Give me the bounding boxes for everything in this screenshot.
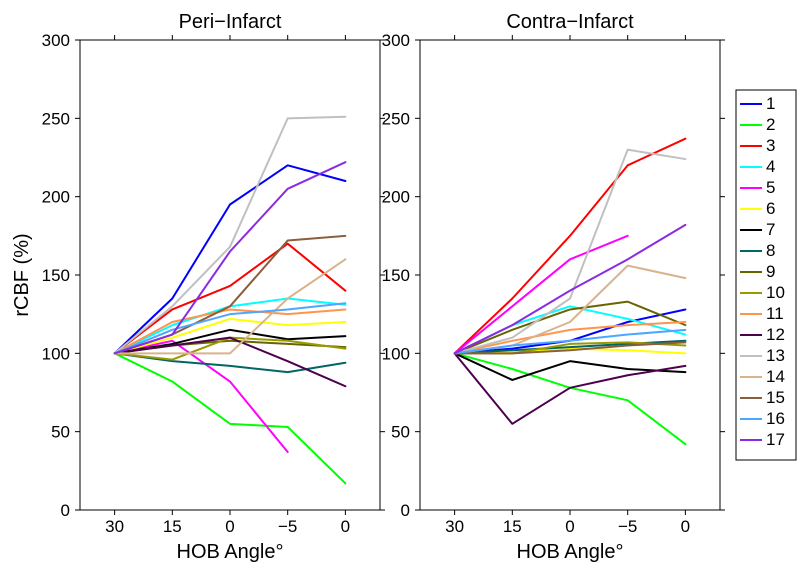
panel-title: Contra−Infarct — [506, 11, 634, 33]
x-tick-label: −5 — [618, 517, 637, 536]
chart-svg: Peri−Infarct05010015020025030030150−50HO… — [0, 0, 800, 586]
legend-label: 6 — [766, 199, 775, 218]
x-axis-label: HOB Angle° — [177, 541, 284, 563]
y-tick-label: 200 — [42, 188, 70, 207]
y-tick-label: 100 — [382, 344, 410, 363]
legend-label: 11 — [766, 304, 784, 323]
panel-title: Peri−Infarct — [179, 11, 282, 33]
x-tick-label: 15 — [163, 517, 182, 536]
y-tick-label: 0 — [61, 501, 70, 520]
legend-label: 13 — [766, 346, 785, 365]
x-tick-label: 15 — [503, 517, 522, 536]
y-tick-label: 150 — [42, 266, 70, 285]
y-tick-label: 50 — [51, 423, 70, 442]
legend-label: 10 — [766, 283, 785, 302]
y-tick-label: 150 — [382, 266, 410, 285]
y-tick-label: 300 — [382, 31, 410, 50]
legend-label: 1 — [766, 94, 775, 113]
y-tick-label: 250 — [382, 109, 410, 128]
y-tick-label: 50 — [391, 423, 410, 442]
figure-container: { "figure": { "width": 800, "height": 58… — [0, 0, 800, 586]
y-tick-label: 100 — [42, 344, 70, 363]
y-tick-label: 250 — [42, 109, 70, 128]
legend-label: 14 — [766, 367, 785, 386]
legend-label: 17 — [766, 430, 785, 449]
legend-label: 3 — [766, 136, 775, 155]
x-tick-label: 0 — [565, 517, 574, 536]
x-tick-label: 0 — [681, 517, 690, 536]
x-axis-label: HOB Angle° — [517, 541, 624, 563]
x-tick-label: −5 — [278, 517, 297, 536]
legend-label: 5 — [766, 178, 775, 197]
y-tick-label: 300 — [42, 31, 70, 50]
legend-label: 16 — [766, 409, 785, 428]
x-tick-label: 30 — [445, 517, 464, 536]
y-tick-label: 200 — [382, 188, 410, 207]
legend-label: 8 — [766, 241, 775, 260]
x-tick-label: 30 — [105, 517, 124, 536]
legend-label: 7 — [766, 220, 775, 239]
y-tick-label: 0 — [401, 501, 410, 520]
x-tick-label: 0 — [341, 517, 350, 536]
legend-label: 4 — [766, 157, 775, 176]
x-tick-label: 0 — [225, 517, 234, 536]
legend-label: 2 — [766, 115, 775, 134]
legend-label: 12 — [766, 325, 785, 344]
legend-label: 15 — [766, 388, 785, 407]
legend-label: 9 — [766, 262, 775, 281]
y-axis-label: rCBF (%) — [11, 233, 33, 316]
